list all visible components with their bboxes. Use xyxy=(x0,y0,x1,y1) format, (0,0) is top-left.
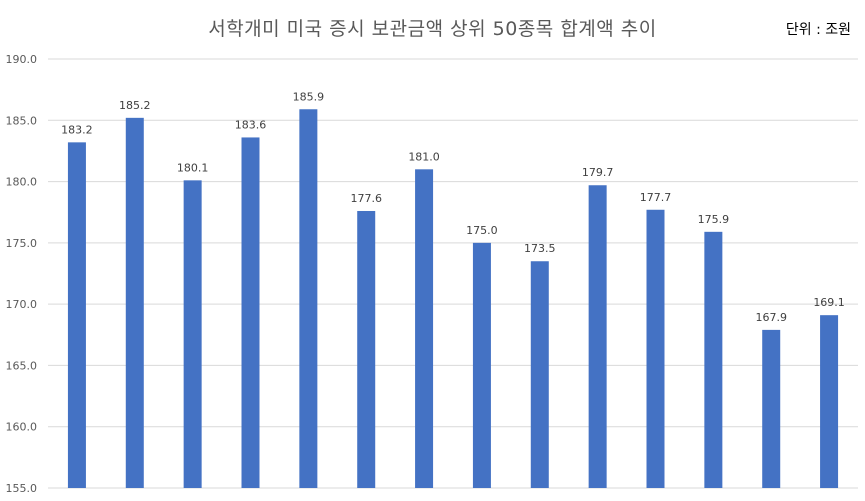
y-tick-label: 155.0 xyxy=(6,482,38,495)
y-axis-ticks: 155.0 160.0 165.0 170.0 175.0 180.0 185.0 190.0 xyxy=(6,53,38,495)
bar-data-label: 183.6 xyxy=(235,118,267,131)
bar-data-label: 169.1 xyxy=(813,296,845,309)
bars xyxy=(67,109,839,489)
bar xyxy=(415,169,434,489)
gridlines xyxy=(48,58,858,489)
bar xyxy=(588,185,607,488)
bar xyxy=(762,329,781,488)
bar xyxy=(357,210,376,488)
unit-label: 단위 : 조원 xyxy=(785,22,851,38)
bar-data-label: 183.2 xyxy=(61,123,93,136)
data-labels: 183.2 185.2 180.1 183.6 185.9 177.6 181.0 175.0… xyxy=(61,90,845,324)
bar-data-label: 179.7 xyxy=(582,166,614,179)
bar xyxy=(125,117,144,488)
chart-title: 서학개미 미국 증시 보관금액 상위 50종목 합계액 추이 xyxy=(208,18,657,40)
bar-data-label: 181.0 xyxy=(408,150,440,163)
bar xyxy=(704,231,723,488)
y-tick-label: 160.0 xyxy=(6,421,38,434)
bar-data-label: 180.1 xyxy=(177,161,209,174)
bar-data-label: 175.0 xyxy=(466,224,498,237)
bar-data-label: 173.5 xyxy=(524,242,556,255)
bar-data-label: 167.9 xyxy=(755,311,787,324)
bar xyxy=(820,315,839,488)
y-tick-label: 190.0 xyxy=(6,53,38,66)
bar xyxy=(67,142,86,488)
bar xyxy=(299,109,318,489)
bar xyxy=(472,242,491,488)
y-tick-label: 185.0 xyxy=(6,114,38,127)
y-tick-label: 165.0 xyxy=(6,359,38,372)
bar-data-label: 185.9 xyxy=(293,90,325,103)
bar xyxy=(241,137,260,488)
bar xyxy=(646,209,665,488)
bar-data-label: 175.9 xyxy=(698,213,730,226)
y-tick-label: 170.0 xyxy=(6,298,38,311)
y-tick-label: 175.0 xyxy=(6,237,38,250)
bar xyxy=(183,180,202,489)
bar xyxy=(530,261,549,488)
y-tick-label: 180.0 xyxy=(6,176,38,189)
bar-data-label: 177.7 xyxy=(640,191,672,204)
bar-data-label: 185.2 xyxy=(119,99,151,112)
bar-data-label: 177.6 xyxy=(350,192,382,205)
